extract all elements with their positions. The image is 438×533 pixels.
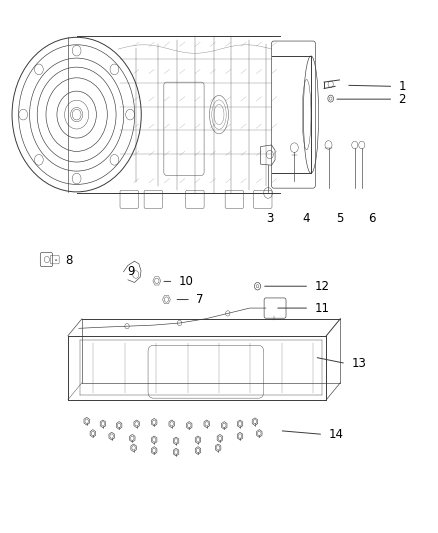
Text: 1: 1: [399, 80, 406, 93]
Text: 3: 3: [266, 212, 274, 225]
Text: 10: 10: [179, 275, 194, 288]
Text: 11: 11: [314, 302, 329, 314]
Text: 9: 9: [127, 265, 134, 278]
Text: 2: 2: [399, 93, 406, 106]
Text: 14: 14: [328, 428, 343, 441]
Text: 5: 5: [336, 212, 344, 225]
Text: 4: 4: [302, 212, 310, 225]
Text: 6: 6: [368, 212, 375, 225]
Text: 8: 8: [65, 254, 72, 266]
Text: 7: 7: [196, 293, 204, 306]
Text: 13: 13: [351, 357, 366, 370]
Text: 12: 12: [314, 280, 329, 293]
